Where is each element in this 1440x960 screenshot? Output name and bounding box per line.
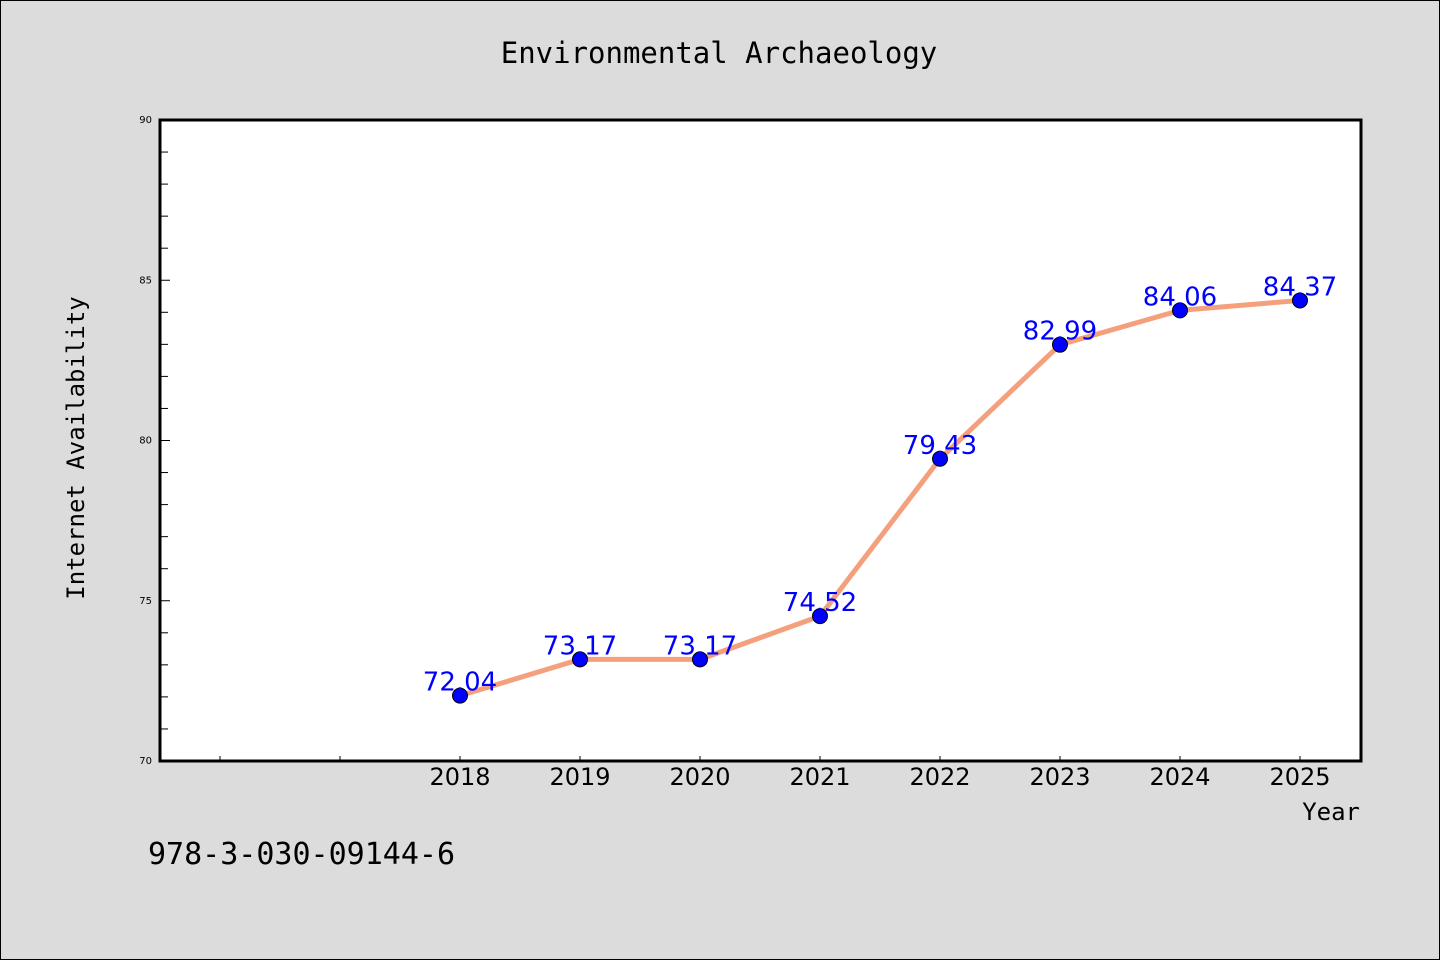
data-label: 73.17 xyxy=(663,631,737,661)
x-axis-label: Year xyxy=(1302,798,1360,826)
data-point xyxy=(452,687,468,704)
y-axis: 70 75 80 85 90 xyxy=(139,115,170,767)
data-point xyxy=(812,608,828,625)
data-label: 74.52 xyxy=(783,588,857,618)
data-label: 72.04 xyxy=(423,668,497,698)
y-tick-label: 70 xyxy=(139,756,152,767)
x-tick-label: 2019 xyxy=(549,763,610,791)
isbn-annotation: 978-3-030-09144-6 xyxy=(148,837,455,872)
x-tick-label: 2021 xyxy=(789,763,850,791)
data-label: 84.06 xyxy=(1143,282,1217,312)
y-axis-label: Internet Availability xyxy=(62,296,90,599)
x-tick-label: 2023 xyxy=(1029,763,1090,791)
chart-title: Environmental Archaeology xyxy=(501,36,938,70)
x-axis: 2018 2019 2020 2021 2022 2023 2024 2025 xyxy=(219,756,1331,791)
data-label: 84.37 xyxy=(1263,272,1337,302)
series-line xyxy=(459,297,1301,699)
data-label: 73.17 xyxy=(543,631,617,661)
data-point xyxy=(572,651,588,668)
y-tick-label: 75 xyxy=(139,596,152,607)
y-tick-label: 80 xyxy=(139,436,152,447)
x-tick-label: 2025 xyxy=(1269,763,1330,791)
x-tick-label: 2018 xyxy=(429,763,490,791)
x-tick-label: 2020 xyxy=(669,763,730,791)
x-tick-label: 2022 xyxy=(909,763,970,791)
data-label: 82.99 xyxy=(1023,317,1097,347)
data-point xyxy=(1292,292,1308,309)
data-label: 79.43 xyxy=(903,431,977,461)
y-tick-label: 85 xyxy=(139,275,152,286)
plot-area xyxy=(158,118,1363,763)
series-0: 72.04 73.17 73.17 74.52 79.43 82.99 84.06 84.37 xyxy=(423,272,1337,704)
y-tick-label: 90 xyxy=(139,115,152,126)
data-point xyxy=(1172,302,1188,319)
data-point xyxy=(692,651,708,668)
x-tick-label: 2024 xyxy=(1149,763,1210,791)
data-point xyxy=(1052,336,1068,353)
data-point xyxy=(932,450,948,467)
